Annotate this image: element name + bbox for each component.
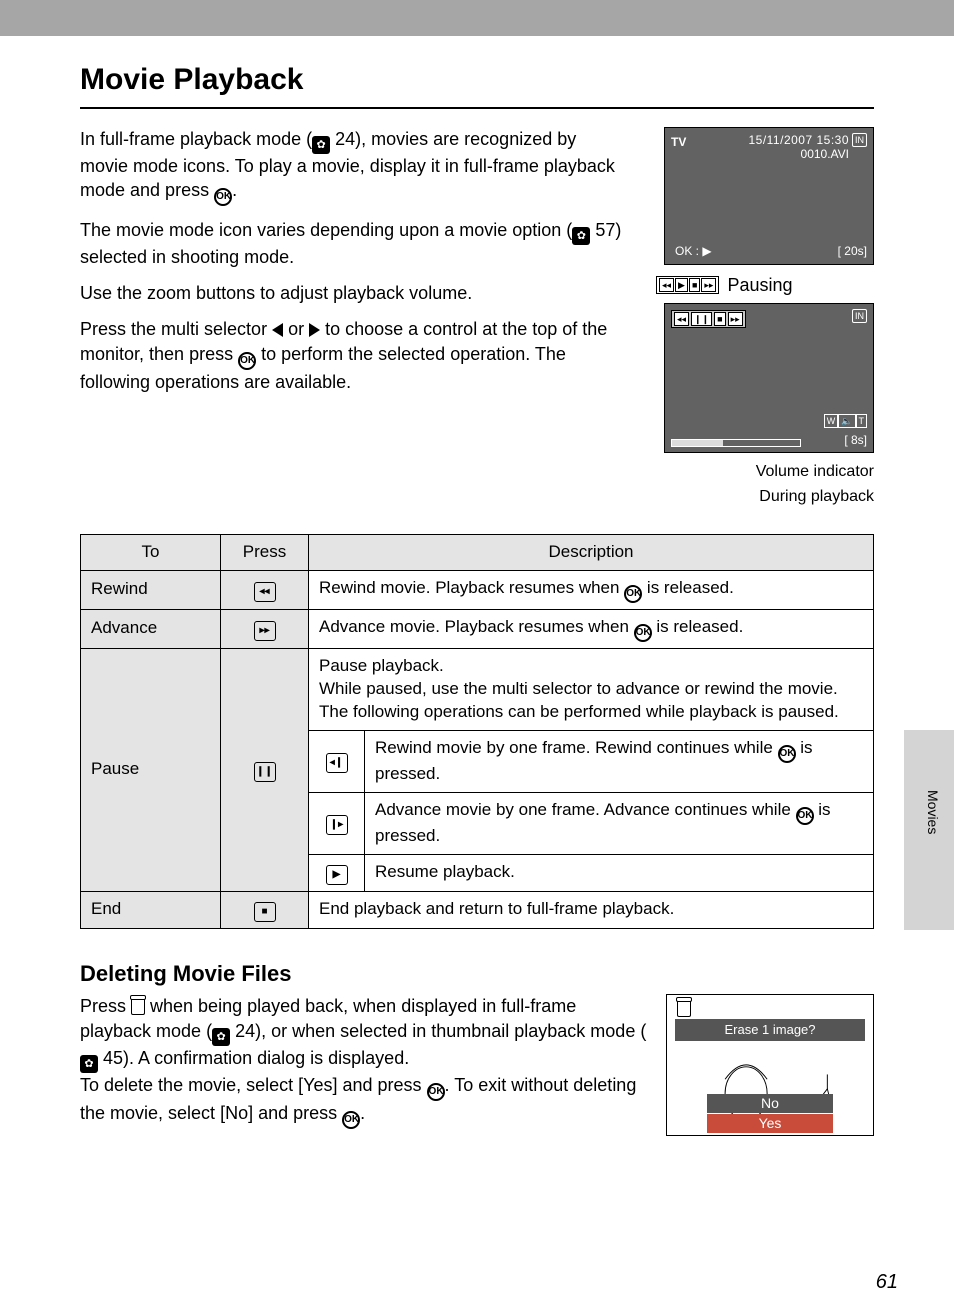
ref-thumbnail: 45	[103, 1048, 123, 1068]
lcd2-time: [ 8s]	[844, 432, 867, 448]
pausing-label: Pausing	[727, 273, 792, 297]
trash-icon	[131, 999, 145, 1015]
row-advance-to: Advance	[81, 609, 221, 648]
mini-stop-icon: ■	[689, 278, 700, 292]
ctrl-stop-icon: ■	[714, 312, 725, 326]
camera-icon: ✿	[572, 227, 590, 245]
ok-icon: OK	[427, 1083, 445, 1101]
ctrl-advance-icon: ▸▸	[728, 312, 743, 326]
lcd1-duration: [ 20s]	[838, 243, 867, 259]
row-rewind-desc: Rewind movie. Playback resumes when OK i…	[309, 570, 874, 609]
pause-icon: ❙❙	[254, 762, 276, 782]
side-tab-label: Movies	[923, 790, 942, 834]
frame-rw-desc: Rewind movie by one frame. Rewind contin…	[365, 730, 874, 792]
th-press: Press	[221, 534, 309, 570]
row-pause-press: ❙❙	[221, 648, 309, 891]
th-desc: Description	[309, 534, 874, 570]
camera-icon: ✿	[312, 136, 330, 154]
ok-icon: OK	[778, 745, 796, 763]
side-tab: Movies	[904, 730, 954, 930]
left-arrow-icon	[272, 323, 283, 337]
deleting-text: Press when being played back, when displ…	[80, 994, 650, 1136]
row-end-to: End	[81, 891, 221, 928]
ok-icon: OK	[342, 1111, 360, 1129]
deleting-heading: Deleting Movie Files	[80, 959, 874, 989]
advance-icon: ▸▸	[254, 621, 276, 641]
row-end-press: ■	[221, 891, 309, 928]
ref-playback-2: 24	[235, 1021, 255, 1041]
ok-icon: OK	[238, 352, 256, 370]
ctrl-pause-icon: ❙❙	[691, 312, 712, 326]
mini-rewind-icon: ◂◂	[659, 278, 674, 292]
resume-desc: Resume playback.	[365, 854, 874, 891]
frame-fw-desc: Advance movie by one frame. Advance cont…	[365, 792, 874, 854]
pausing-control-strip: ◂◂ ▶ ■ ▸▸	[656, 276, 719, 294]
frame-rw-press: ◂❙	[309, 730, 365, 792]
vol-w: W	[824, 414, 839, 428]
intro-p4-a: Press the multi selector	[80, 319, 272, 339]
lcd2-in-icon: IN	[852, 309, 867, 323]
erase-option-yes[interactable]: Yes	[707, 1114, 833, 1133]
lcd-preview-2: ◂◂ ❙❙ ■ ▸▸ IN W 🔈 T [ 8s]	[664, 303, 874, 453]
erase-prompt: Erase 1 image?	[675, 1019, 865, 1041]
frame-rewind-icon: ◂❙	[326, 753, 348, 773]
lcd-preview-1: TV 15/11/2007 15:30 0010.AVI IN OK : ▶ […	[664, 127, 874, 265]
intro-p1-a: In full-frame playback mode (	[80, 129, 312, 149]
rewind-icon: ◂◂	[254, 582, 276, 602]
row-pause-desc: Pause playback. While paused, use the mu…	[309, 648, 874, 730]
row-rewind-to: Rewind	[81, 570, 221, 609]
intro-p1-c: .	[232, 180, 237, 200]
ctrl-rewind-icon: ◂◂	[674, 312, 689, 326]
ref-movie-opt: 57	[595, 220, 615, 240]
pausing-row: ◂◂ ▶ ■ ▸▸ Pausing	[656, 273, 874, 297]
row-end-desc: End playback and return to full-frame pl…	[309, 891, 874, 928]
intro-text: In full-frame playback mode (✿ 24), movi…	[80, 127, 628, 508]
page-content: Movie Playback In full-frame playback mo…	[0, 36, 954, 1146]
operations-table: To Press Description Rewind ◂◂ Rewind mo…	[80, 534, 874, 929]
play-icon: ▶	[326, 865, 348, 885]
row-pause-to: Pause	[81, 648, 221, 891]
top-gray-bar	[0, 0, 954, 36]
lcd1-mode: TV	[671, 134, 686, 150]
ref-playback-1: 24	[335, 129, 355, 149]
intro-p3: Use the zoom buttons to adjust playback …	[80, 281, 628, 305]
row-advance-press: ▸▸	[221, 609, 309, 648]
mini-advance-icon: ▸▸	[701, 278, 716, 292]
erase-trash-icon	[677, 1001, 691, 1019]
intro-p2-a: The movie mode icon varies depending upo…	[80, 220, 572, 240]
caption-during: During playback	[646, 486, 874, 508]
frame-fw-press: ❙▸	[309, 792, 365, 854]
lcd2-progress-bar	[671, 439, 801, 447]
lcd2-control-strip: ◂◂ ❙❙ ■ ▸▸	[671, 310, 746, 328]
row-advance-desc: Advance movie. Playback resumes when OK …	[309, 609, 874, 648]
vol-speaker-icon: 🔈	[838, 414, 855, 428]
page-number: 61	[876, 1269, 898, 1296]
ok-icon: OK	[214, 188, 232, 206]
camera-icon: ✿	[80, 1055, 98, 1073]
camera-icon: ✿	[212, 1028, 230, 1046]
lcd1-okplay: OK : ▶	[675, 243, 712, 259]
lcd1-in-icon: IN	[852, 133, 867, 147]
intro-p4-b: or	[283, 319, 309, 339]
ok-icon: OK	[796, 807, 814, 825]
stop-icon: ■	[254, 902, 276, 922]
lcd2-volume-indicator: W 🔈 T	[824, 414, 867, 428]
th-to: To	[81, 534, 221, 570]
mini-play-icon: ▶	[675, 278, 688, 292]
vol-t: T	[856, 414, 868, 428]
page-title: Movie Playback	[80, 60, 874, 109]
row-rewind-press: ◂◂	[221, 570, 309, 609]
erase-dialog-preview: Erase 1 image? No Yes	[666, 994, 874, 1136]
right-arrow-icon	[309, 323, 320, 337]
ok-icon: OK	[634, 624, 652, 642]
resume-press: ▶	[309, 854, 365, 891]
erase-option-no[interactable]: No	[707, 1094, 833, 1113]
frame-advance-icon: ❙▸	[326, 815, 348, 835]
ok-icon: OK	[624, 585, 642, 603]
caption-volume: Volume indicator	[646, 461, 874, 483]
lcd1-filename: 0010.AVI	[801, 146, 849, 162]
